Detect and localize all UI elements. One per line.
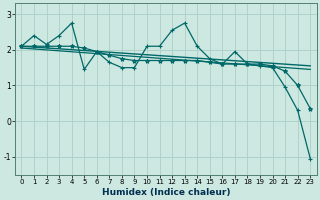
X-axis label: Humidex (Indice chaleur): Humidex (Indice chaleur) — [101, 188, 230, 197]
